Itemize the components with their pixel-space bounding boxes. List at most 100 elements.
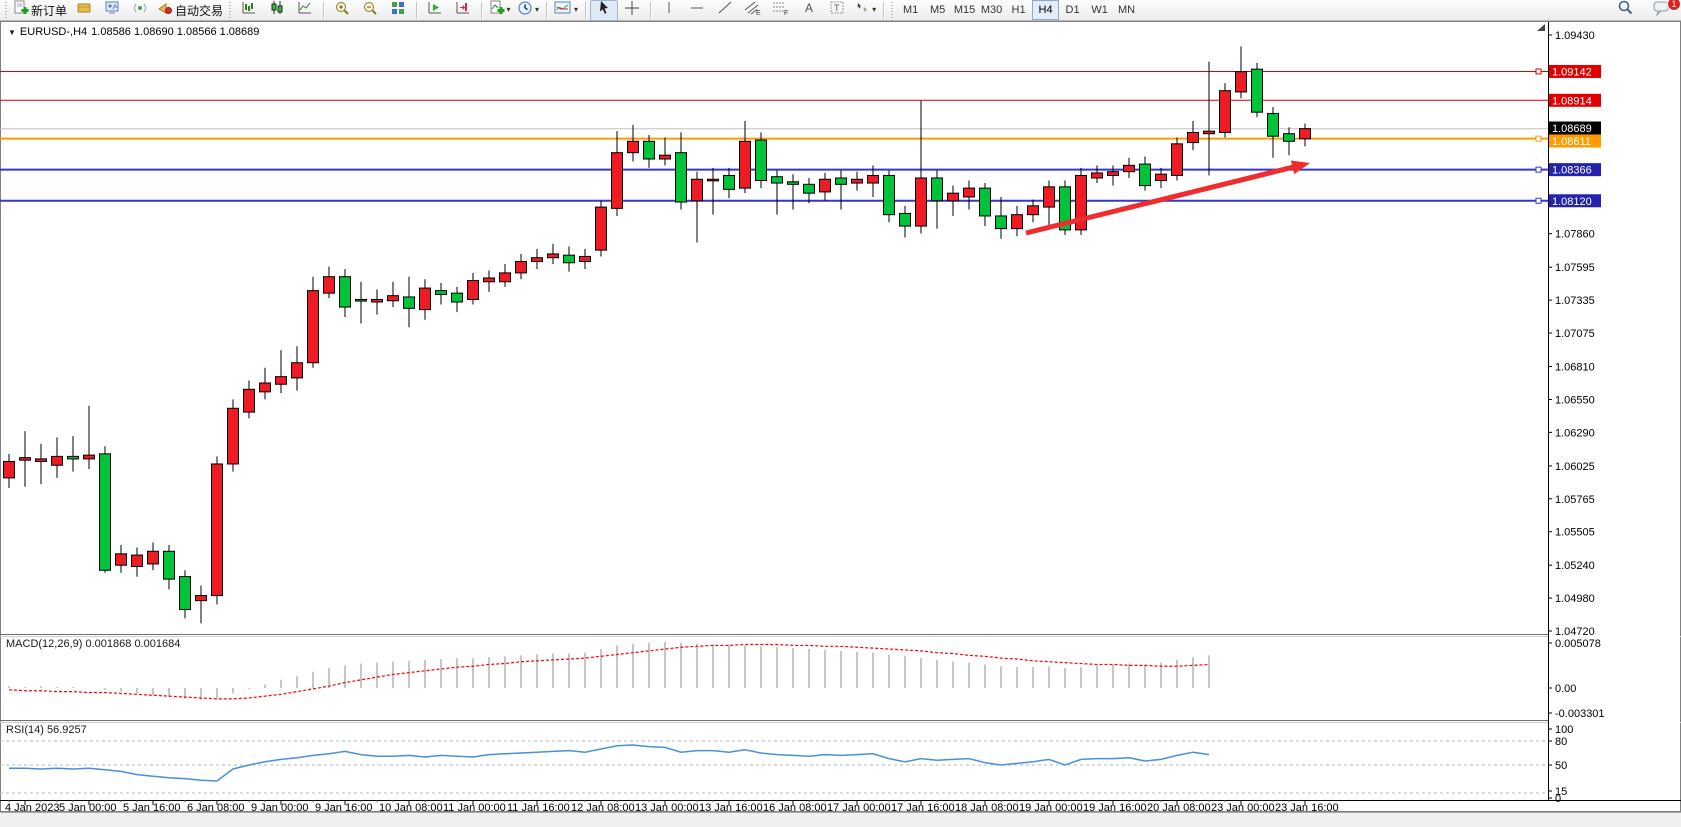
timeframe-h1-button[interactable]: H1: [1011, 4, 1026, 16]
candle-chart-button[interactable]: [263, 0, 291, 21]
timeframe-m5-button[interactable]: M5: [929, 4, 946, 16]
candle: [323, 266, 335, 299]
line-chart-icon: [297, 0, 313, 20]
toolbar-grip[interactable]: [4, 2, 9, 18]
candle: [851, 171, 863, 191]
templates-caret-icon: ▾: [574, 5, 579, 14]
auto-scroll-button[interactable]: [421, 0, 449, 21]
candle: [1251, 62, 1263, 118]
rsi-axis-label: 50: [1555, 760, 1567, 772]
macd-signal-line: [8, 643, 1210, 700]
trendline-tool-button[interactable]: [711, 0, 739, 21]
candle: [67, 436, 79, 472]
rsi-value: 56.9257: [46, 724, 87, 736]
timeframe-mn-button[interactable]: MN: [1118, 4, 1136, 16]
timeframe-d1-button[interactable]: D1: [1065, 4, 1080, 16]
annotation-layer: [1025, 160, 1310, 236]
text-tool-button[interactable]: A: [795, 0, 823, 21]
channel-tool-button[interactable]: E: [739, 0, 767, 21]
time-axis-label: 20 Jan 08:00: [1147, 802, 1211, 814]
svg-text:A: A: [805, 1, 813, 15]
line-chart-button[interactable]: [291, 0, 319, 21]
cursor-tool-button[interactable]: [590, 0, 619, 21]
period-button[interactable]: ▾: [514, 0, 542, 21]
timeframe-h4-button[interactable]: H4: [1032, 0, 1060, 20]
time-axis-label: 9 Jan 00:00: [251, 802, 309, 814]
market-watch-button[interactable]: [98, 0, 126, 21]
bar-chart-button[interactable]: [235, 0, 263, 21]
zoom-out-button[interactable]: [356, 0, 384, 21]
cursor-icon: [597, 0, 611, 20]
clock-icon: [517, 0, 533, 21]
auto-trading-label: 自动交易: [175, 3, 224, 18]
toolbar-grip[interactable]: [890, 2, 896, 18]
candle: [659, 137, 671, 166]
time-axis-label: 13 Jan 00:00: [635, 802, 699, 814]
candle: [1219, 83, 1231, 138]
new-order-button[interactable]: 新订单: [11, 0, 70, 21]
symbol-collapse-icon[interactable]: ▼: [8, 27, 16, 37]
candle: [1091, 165, 1103, 184]
zoom-in-icon: [334, 0, 350, 21]
candle: [1203, 61, 1215, 176]
arrows-icon: [854, 0, 870, 20]
hline-drag-marker[interactable]: [1535, 68, 1542, 75]
fibonacci-icon: F: [772, 0, 790, 21]
text-label-tool-button[interactable]: T: [823, 0, 851, 21]
time-axis-label: 10 Jan 08:00: [379, 802, 443, 814]
indicator-layer: [0, 641, 1548, 794]
new-order-icon: [14, 0, 29, 20]
candle: [627, 124, 639, 162]
megaphone-icon: [157, 0, 173, 20]
trend-arrow-head[interactable]: [1290, 160, 1310, 175]
trend-arrow-line[interactable]: [1025, 163, 1298, 236]
time-axis-label: 5 Jan 00:00: [59, 802, 117, 814]
chart-shift-button[interactable]: [449, 0, 477, 21]
candle: [1171, 137, 1183, 181]
candle: [755, 132, 767, 189]
timeframe-m1-button[interactable]: M1: [902, 4, 919, 16]
time-axis-label: 11 Jan 00:00: [443, 802, 506, 814]
history-center-button[interactable]: [70, 0, 98, 21]
macd-axis-label: -0.003301: [1555, 708, 1605, 720]
timeframe-m30-button[interactable]: M30: [980, 4, 1003, 16]
time-axis-label: 13 Jan 16:00: [699, 802, 763, 814]
text-icon: A: [802, 0, 816, 20]
candle: [931, 170, 943, 229]
arrows-tool-button[interactable]: ▾: [851, 0, 879, 21]
fibonacci-tool-button[interactable]: F: [767, 0, 795, 21]
toolbar-grip[interactable]: [228, 2, 234, 18]
auto-trading-button[interactable]: 自动交易: [154, 0, 226, 21]
horizontal-line-tool-button[interactable]: [683, 0, 711, 21]
hline-drag-marker[interactable]: [1535, 166, 1542, 173]
scroll-end-marker[interactable]: [1537, 24, 1545, 31]
ohlc-values: 1.08586 1.08690 1.08566 1.08689: [91, 26, 260, 38]
search-button[interactable]: [1611, 0, 1639, 21]
vertical-line-tool-button[interactable]: [655, 0, 683, 21]
zoom-in-button[interactable]: [328, 0, 356, 21]
hline-drag-marker[interactable]: [1535, 135, 1542, 142]
indicators-button[interactable]: ▾: [486, 0, 514, 21]
timeframe-m15-button[interactable]: M15: [953, 4, 976, 16]
price-badge-label: 1.09142: [1552, 66, 1592, 78]
tile-windows-button[interactable]: [384, 0, 412, 21]
hline-drag-marker[interactable]: [1535, 197, 1542, 204]
templates-button[interactable]: ▾: [551, 0, 581, 21]
time-axis-label: 4 Jan 2023: [5, 802, 59, 814]
chat-button[interactable]: 1: [1647, 0, 1681, 21]
indicators-icon: [490, 0, 505, 20]
price-tick-label: 1.05240: [1555, 560, 1595, 572]
price-tick-label: 1.07860: [1555, 229, 1595, 241]
rsi-indicator-label: RSI(14) 56.9257: [6, 724, 87, 736]
signals-button[interactable]: [126, 0, 154, 21]
crosshair-tool-button[interactable]: [618, 0, 646, 21]
candle: [1235, 46, 1247, 99]
candle: [819, 172, 831, 201]
price-badge-label: 1.08120: [1552, 196, 1592, 208]
candle: [371, 289, 383, 315]
search-icon: [1617, 0, 1634, 21]
timeframe-w1-button[interactable]: W1: [1091, 4, 1108, 16]
candle: [451, 286, 463, 313]
time-axis-label: 23 Jan 16:00: [1275, 802, 1339, 814]
